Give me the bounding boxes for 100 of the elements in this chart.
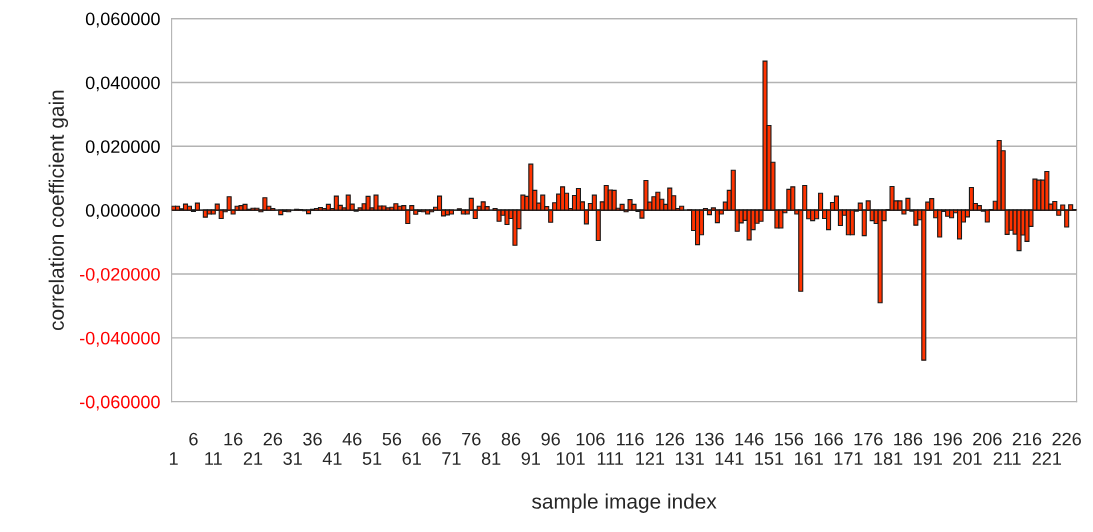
y-tick-label: 0,020000 bbox=[85, 140, 160, 156]
bar bbox=[540, 194, 546, 211]
bar bbox=[706, 209, 712, 216]
x-axis-title: sample image index bbox=[532, 493, 717, 513]
bar bbox=[345, 194, 351, 211]
x-tick-label: 106 bbox=[576, 432, 605, 446]
bar bbox=[512, 209, 518, 246]
bar bbox=[186, 205, 193, 211]
x-tick-label: 16 bbox=[224, 432, 243, 446]
bar bbox=[714, 209, 720, 224]
x-tick-label: 36 bbox=[303, 432, 322, 446]
y-axis-title: correlation coefficient gain bbox=[48, 90, 69, 331]
x-tick-label: 216 bbox=[1012, 432, 1042, 446]
bar bbox=[278, 209, 284, 216]
x-tick-label: 21 bbox=[243, 452, 263, 465]
x-tick-label: 201 bbox=[953, 452, 982, 465]
x-tick-label: 161 bbox=[794, 452, 823, 465]
x-tick-label: 126 bbox=[656, 432, 685, 446]
bar bbox=[175, 205, 181, 211]
bar bbox=[1044, 170, 1050, 211]
bar bbox=[631, 203, 637, 211]
bar bbox=[528, 163, 534, 211]
y-tick-label: 0,000000 bbox=[85, 204, 160, 219]
bar bbox=[306, 209, 312, 215]
x-tick-label: 41 bbox=[322, 452, 342, 465]
bar bbox=[778, 209, 784, 229]
x-tick-label: 116 bbox=[617, 432, 644, 446]
x-tick-label: 61 bbox=[402, 452, 421, 465]
bar bbox=[667, 187, 673, 211]
x-tick-label: 76 bbox=[462, 432, 481, 446]
x-tick-label: 111 bbox=[597, 452, 624, 465]
bar bbox=[1016, 209, 1022, 252]
x-tick-label: 46 bbox=[342, 432, 362, 446]
bar bbox=[262, 197, 268, 211]
bar bbox=[385, 207, 391, 211]
x-tick-label: 56 bbox=[382, 432, 402, 446]
bar bbox=[317, 207, 323, 211]
y-tick-label: -0,040000 bbox=[79, 331, 160, 347]
bar bbox=[373, 194, 379, 211]
bar bbox=[937, 209, 943, 238]
x-tick-label: 171 bbox=[834, 452, 863, 465]
x-tick-label: 186 bbox=[894, 432, 923, 446]
bar bbox=[413, 209, 419, 215]
bar bbox=[949, 209, 955, 219]
y-tick-label: 0,040000 bbox=[85, 76, 160, 92]
x-tick-label: 86 bbox=[501, 432, 521, 446]
bar bbox=[365, 195, 371, 211]
x-tick-label: 131 bbox=[675, 452, 704, 465]
bar bbox=[611, 189, 617, 211]
y-tick-label: -0,060000 bbox=[79, 395, 160, 411]
x-tick-label: 1 bbox=[169, 452, 178, 465]
x-tick-label: 156 bbox=[775, 432, 804, 446]
x-tick-label: 191 bbox=[914, 452, 942, 465]
bar bbox=[889, 185, 895, 211]
x-tick-label: 66 bbox=[422, 432, 441, 446]
bar bbox=[913, 209, 919, 226]
x-tick-label: 121 bbox=[636, 452, 665, 465]
bar bbox=[226, 196, 232, 211]
bar bbox=[242, 203, 248, 211]
x-tick-label: 51 bbox=[362, 452, 382, 465]
bar bbox=[619, 203, 625, 211]
bar bbox=[945, 209, 951, 217]
bar bbox=[381, 205, 387, 211]
bar bbox=[496, 209, 502, 222]
bar bbox=[194, 202, 200, 211]
x-tick-label: 26 bbox=[263, 432, 283, 446]
x-tick-label: 206 bbox=[973, 432, 1002, 446]
bar bbox=[206, 209, 212, 215]
x-tick-label: 176 bbox=[854, 432, 883, 446]
bar bbox=[325, 203, 331, 211]
bar bbox=[679, 205, 685, 211]
bar bbox=[877, 209, 883, 304]
bar bbox=[905, 197, 911, 211]
bar bbox=[849, 209, 855, 236]
bar bbox=[976, 205, 982, 211]
x-tick-label: 141 bbox=[715, 452, 744, 465]
bar bbox=[984, 209, 990, 223]
x-tick-label: 211 bbox=[993, 452, 1021, 465]
x-tick-label: 181 bbox=[874, 452, 903, 465]
bar bbox=[790, 186, 796, 211]
bar bbox=[627, 199, 633, 211]
x-tick-label: 226 bbox=[1052, 432, 1081, 446]
bar bbox=[202, 209, 208, 218]
bar bbox=[504, 209, 510, 226]
x-tick-label: 6 bbox=[189, 432, 198, 446]
bar bbox=[405, 209, 411, 225]
x-tick-label: 31 bbox=[283, 452, 302, 465]
bar bbox=[480, 201, 486, 211]
bar bbox=[444, 209, 451, 216]
x-tick-label: 221 bbox=[1032, 452, 1062, 465]
y-tick-label: 0,060000 bbox=[85, 12, 160, 28]
x-tick-label: 196 bbox=[933, 432, 962, 446]
x-tick-label: 146 bbox=[735, 432, 764, 446]
bar bbox=[425, 209, 431, 215]
bar bbox=[1024, 209, 1030, 242]
x-tick-label: 71 bbox=[442, 452, 461, 465]
x-tick-label: 91 bbox=[521, 452, 540, 465]
bar bbox=[897, 200, 903, 211]
bar bbox=[575, 187, 581, 211]
bar bbox=[182, 203, 189, 211]
